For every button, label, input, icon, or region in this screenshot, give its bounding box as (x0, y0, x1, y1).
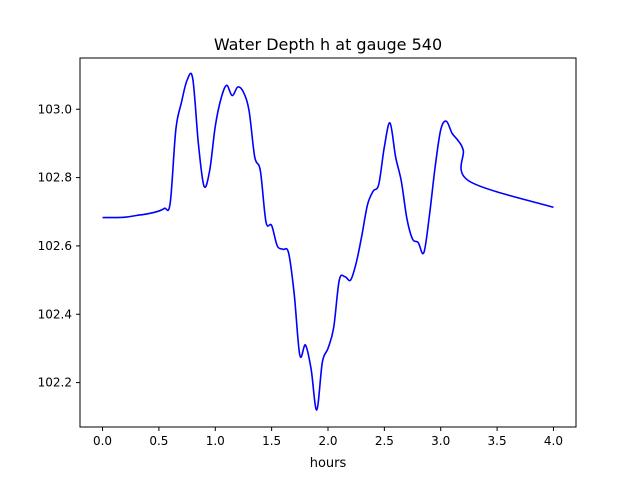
y-tick-label: 102.6 (38, 239, 72, 253)
x-tick-label: 3.0 (431, 434, 450, 448)
y-tick-label: 103.0 (38, 102, 72, 116)
y-tick-label: 102.8 (38, 171, 72, 185)
x-tick-label: 1.0 (206, 434, 225, 448)
series-line (102, 72, 554, 411)
x-tick-label: 1.5 (262, 434, 281, 448)
x-tick-label: 0.5 (149, 434, 168, 448)
x-tick-label: 2.5 (375, 434, 394, 448)
x-axis-label: hours (310, 456, 347, 471)
plot-area (102, 72, 554, 411)
x-tick-label: 4.0 (544, 434, 563, 448)
x-tick-label: 3.5 (488, 434, 507, 448)
axes-frame (79, 57, 577, 428)
x-axis: 0.0 0.5 1.0 1.5 2.0 2.5 3.0 3.5 4.0 (93, 427, 563, 448)
x-tick-label: 0.0 (93, 434, 112, 448)
y-axis: 102.2 102.4 102.6 102.8 103.0 (38, 102, 80, 390)
y-tick-label: 102.4 (38, 307, 72, 321)
chart-title: Water Depth h at gauge 540 (214, 35, 442, 54)
y-tick-label: 102.2 (38, 376, 72, 390)
x-tick-label: 2.0 (318, 434, 337, 448)
